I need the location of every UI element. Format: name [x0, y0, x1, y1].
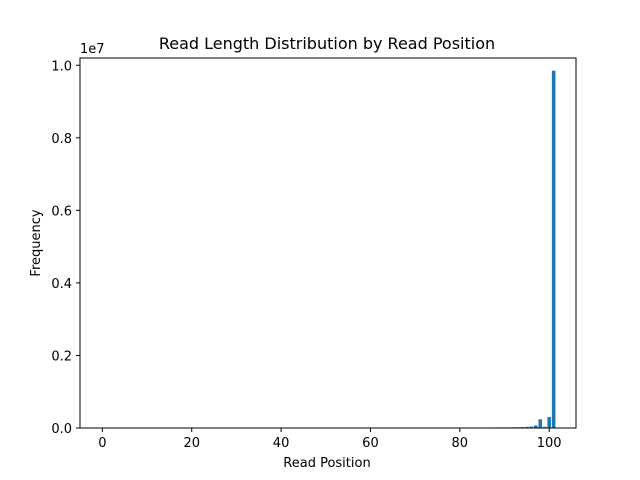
bar-98 [538, 419, 543, 428]
bar-97 [534, 425, 538, 428]
x-tick-label: 0 [98, 436, 106, 451]
x-tick-label: 80 [452, 436, 469, 451]
y-ticks-group: 0.0 0.2 0.4 0.6 0.8 1.0 [51, 59, 80, 437]
y-tick-label: 0.6 [51, 204, 72, 219]
y-tick-label: 0.0 [51, 422, 72, 437]
y-tick-label: 1.0 [51, 59, 72, 74]
bar-100 [547, 417, 551, 428]
x-tick-label: 100 [537, 436, 562, 451]
axes-group [79, 57, 577, 429]
y-axis-label: Frequency [29, 209, 44, 276]
y-tick-label: 0.4 [51, 277, 72, 292]
y-tick-label: 0.2 [51, 349, 72, 364]
bar-96 [529, 426, 534, 428]
x-axis-label: Read Position [283, 456, 370, 471]
bar-95 [525, 426, 529, 428]
x-tick-label: 60 [362, 436, 379, 451]
bar-99 [542, 426, 547, 428]
bars-group [462, 70, 556, 429]
y-tick-label: 0.8 [51, 132, 72, 147]
x-tick-label: 20 [183, 436, 200, 451]
x-ticks-group: 0 20 40 60 80 100 [98, 428, 562, 451]
plot-frame [79, 57, 577, 429]
y-scale-note: 1e7 [80, 42, 105, 57]
x-tick-label: 40 [273, 436, 290, 451]
bar-101 [551, 70, 556, 428]
chart-title: Read Length Distribution by Read Positio… [159, 34, 495, 53]
